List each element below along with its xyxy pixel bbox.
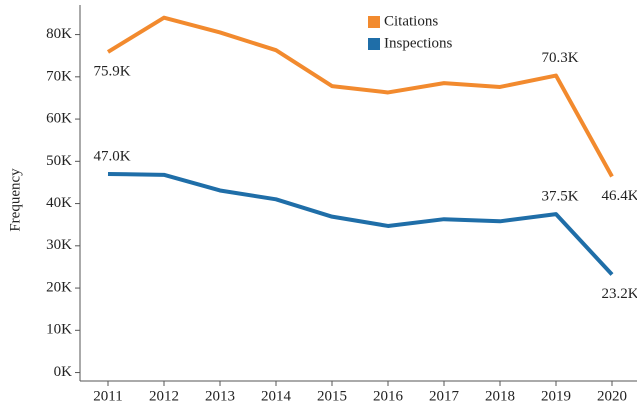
x-tick-label: 2017 [429, 388, 460, 404]
y-tick-label: 50K [46, 153, 72, 169]
x-tick-label: 2012 [149, 388, 179, 404]
y-tick-label: 0K [54, 364, 73, 380]
y-tick-label: 80K [46, 26, 72, 42]
x-tick-label: 2019 [541, 388, 571, 404]
x-tick-label: 2013 [205, 388, 235, 404]
y-tick-label: 30K [46, 237, 72, 253]
data-label: 46.4K [601, 188, 637, 204]
legend-swatch [368, 16, 380, 28]
y-tick-label: 60K [46, 111, 72, 127]
legend-swatch [368, 38, 380, 50]
y-tick-label: 20K [46, 279, 72, 295]
x-tick-label: 2015 [317, 388, 347, 404]
x-tick-label: 2018 [485, 388, 515, 404]
x-tick-label: 2011 [93, 388, 122, 404]
x-tick-label: 2020 [597, 388, 627, 404]
data-label: 47.0K [93, 148, 130, 164]
data-label: 75.9K [93, 63, 130, 79]
data-label: 23.2K [601, 286, 637, 302]
series-line [107, 171, 614, 276]
y-tick-label: 40K [46, 195, 72, 211]
y-tick-label: 10K [46, 322, 72, 338]
series-line [106, 15, 614, 178]
y-tick-label: 70K [46, 68, 72, 84]
legend-label: Citations [384, 13, 438, 29]
legend-label: Inspections [384, 35, 452, 51]
y-axis-label: Frequency [7, 168, 23, 232]
data-label: 70.3K [541, 50, 578, 66]
x-tick-label: 2016 [373, 388, 404, 404]
x-tick-label: 2014 [261, 388, 292, 404]
data-label: 37.5K [541, 189, 578, 205]
